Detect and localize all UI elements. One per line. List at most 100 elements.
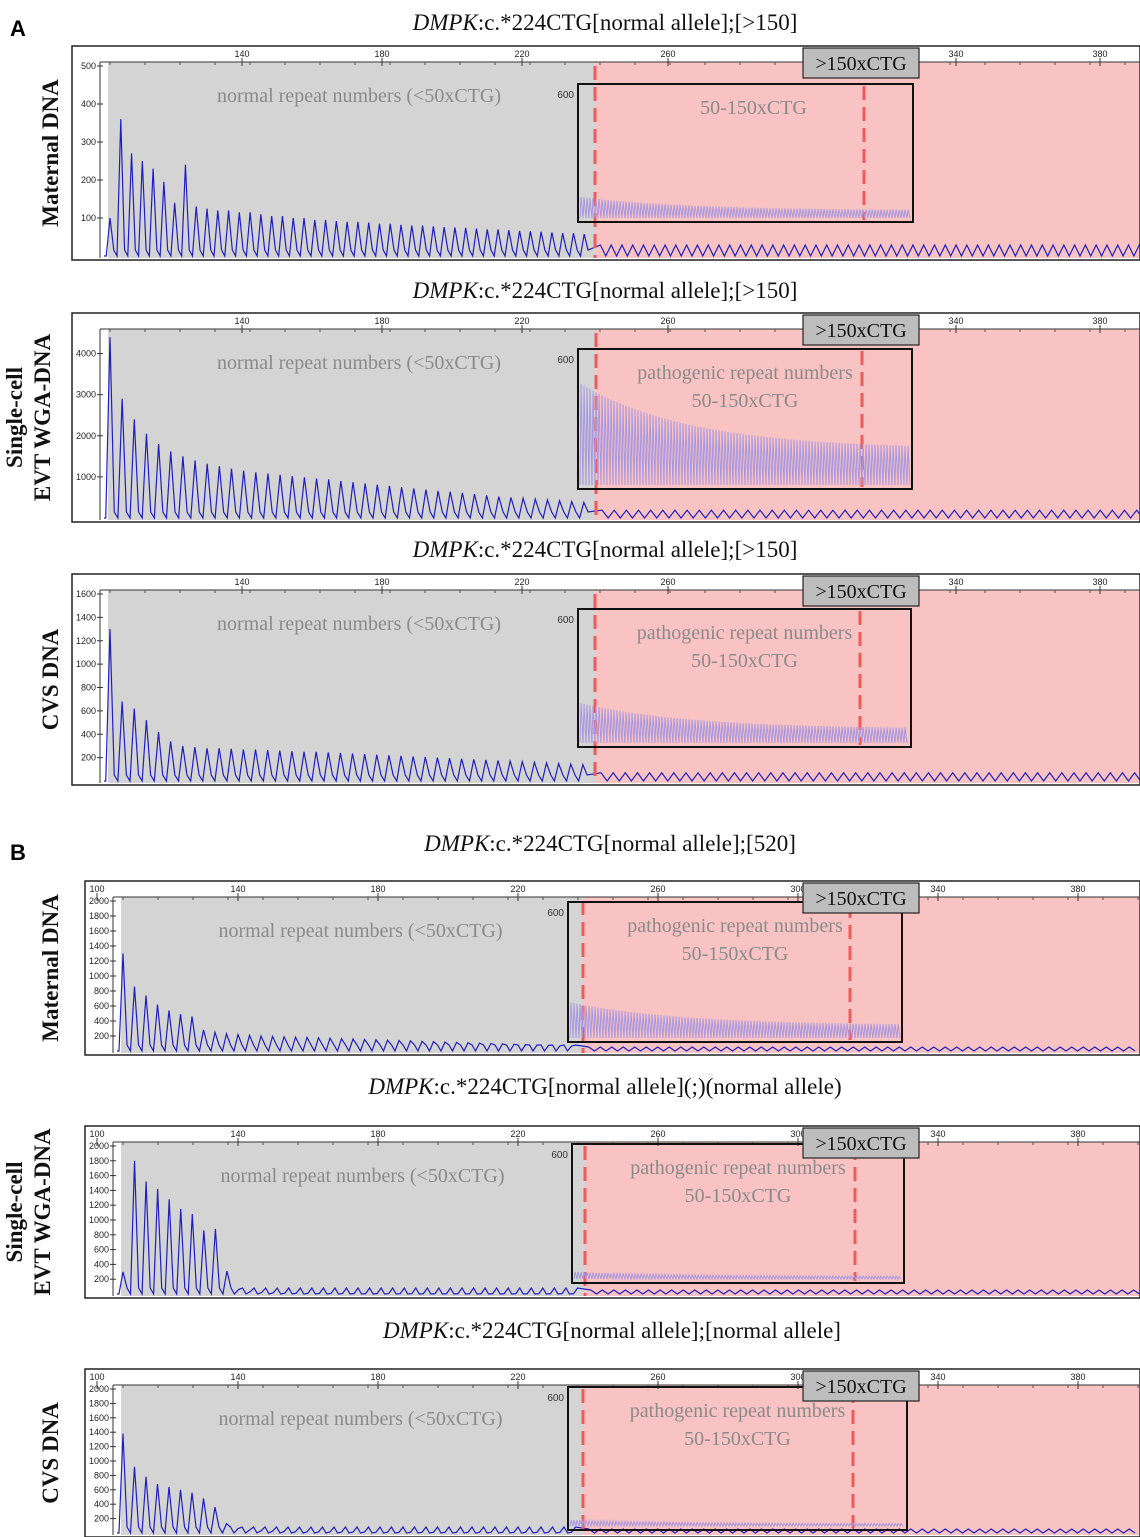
pathogenic-repeat-label-line: pathogenic repeat numbers [630,1400,846,1422]
y-tick-label: 200 [81,753,96,763]
pathogenic-repeat-label: pathogenic repeat numbers 50-150xCTG [630,1400,846,1450]
y-axis-label-line: CVS DNA [38,1402,63,1504]
pathogenic-inset-frame [571,1143,905,1284]
x-tick-label: 340 [948,577,963,587]
pathogenic-inset-frame [577,608,912,748]
x-tick-label: 140 [230,1372,245,1382]
y-tick-label: 1600 [89,1171,109,1181]
pathogenic-repeat-label: pathogenic repeat numbers 50-150xCTG [637,622,853,672]
normal-repeat-region [121,1142,585,1296]
normal-repeat-label: normal repeat numbers (<50xCTG) [219,1408,503,1430]
x-tick-label: 340 [930,1129,945,1139]
inset-repeat-trace [573,1271,902,1281]
panel-letter-a: A [10,16,26,41]
x-tick-label: 340 [930,1372,945,1382]
y-axis-label-line: CVS DNA [38,628,63,730]
variant-notation: :c.*224CTG[normal allele];[>150] [478,278,798,303]
x-tick-label: 380 [1092,577,1107,587]
x-tick-label: 380 [1092,49,1107,59]
inset-y-tick-label: 600 [551,1150,568,1161]
expansion-badge-box [802,314,920,346]
pathogenic-repeat-label: pathogenic repeat numbers 50-150xCTG [627,915,843,965]
fragment-trace [104,629,1140,783]
variant-notation: :c.*224CTG[normal allele](;)(normal alle… [434,1074,842,1099]
y-tick-label: 1600 [76,589,96,599]
y-tick-label: 400 [94,1016,109,1026]
inset-y-tick-label: 600 [557,615,574,626]
electropherogram-panels: DMPK:c.*224CTG[normal allele];[>150]Mate… [2,10,1140,1537]
x-tick-label: 300 [790,1372,805,1382]
normal-repeat-region [108,62,595,258]
expansion-badge-box [802,1370,920,1402]
y-axis-label-line: EVT WGA-DNA [30,1128,55,1296]
expansion-badge-label: >150xCTG [815,581,906,603]
y-tick-label: 1600 [89,926,109,936]
x-tick-label: 180 [370,884,385,894]
y-tick-label: 1800 [89,1398,109,1408]
panel-title: DMPK:c.*224CTG[normal allele](;)(normal … [367,1074,841,1099]
x-tick-label: 220 [514,316,529,326]
y-tick-label: 300 [81,137,96,147]
y-tick-label: 800 [81,683,96,693]
y-tick-label: 800 [94,1470,109,1480]
pathogenic-inset-frame [577,348,913,490]
y-tick-label: 500 [81,61,96,71]
x-tick-label: 380 [1070,1129,1085,1139]
electropherogram-panel: DMPK:c.*224CTG[normal allele];[>150] Sing… [2,278,1140,523]
x-tick-label: 260 [650,1129,665,1139]
expansion-badge-label: >150xCTG [815,888,906,910]
y-tick-label: 100 [81,213,96,223]
y-tick-label: 1400 [89,941,109,951]
gene-name: DMPK [367,1074,435,1099]
gene-name: DMPK [423,831,491,856]
y-tick-label: 1200 [76,636,96,646]
x-tick-label: 180 [374,316,389,326]
y-tick-label: 1800 [89,1156,109,1166]
pathogenic-repeat-label-line: pathogenic repeat numbers [637,362,853,384]
electropherogram-panel: DMPK:c.*224CTG[normal allele];[>150] CVS … [38,537,1140,786]
x-tick-label: 300 [790,884,805,894]
y-tick-label: 200 [94,1031,109,1041]
x-tick-label: 140 [230,884,245,894]
inset-y-tick-label: 600 [547,908,564,919]
normal-repeat-region [121,1385,583,1535]
pathogenic-repeat-label-line: 50-150xCTG [691,650,798,672]
y-tick-label: 1600 [89,1413,109,1423]
y-tick-label: 1000 [89,1456,109,1466]
y-axis-label-line: Single-cell [2,367,27,468]
x-tick-label: 300 [790,1129,805,1139]
y-tick-label: 800 [94,1230,109,1240]
pathogenic-repeat-region [583,1385,1139,1535]
electropherogram-panel: DMPK:c.*224CTG[normal allele];[>150] Mate… [38,10,1140,261]
y-axis-label-line: Maternal DNA [38,79,63,227]
normal-repeat-region [121,897,583,1053]
panel-title: DMPK:c.*224CTG[normal allele];[520] [423,831,796,856]
x-tick-label: 380 [1092,316,1107,326]
normal-repeat-label: normal repeat numbers (<50xCTG) [217,85,501,107]
x-tick-label: 220 [514,49,529,59]
inset-repeat-trace [579,384,911,486]
x-tick-label: 180 [370,1129,385,1139]
panel-title: DMPK:c.*224CTG[normal allele];[>150] [412,278,798,303]
expansion-badge-box [802,1127,920,1159]
pathogenic-repeat-label-line: 50-150xCTG [700,97,807,119]
x-tick-label: 340 [930,884,945,894]
electropherogram-panel: DMPK:c.*224CTG[normal allele];[normal al… [38,1318,1140,1537]
electropherogram-panel: DMPK:c.*224CTG[normal allele];[520] Mater… [38,831,1140,1056]
x-tick-label: 180 [374,577,389,587]
y-tick-label: 2000 [89,1141,109,1151]
pathogenic-inset-frame [577,83,914,223]
y-tick-label: 2000 [89,896,109,906]
panel-title: DMPK:c.*224CTG[normal allele];[>150] [412,537,798,562]
y-tick-label: 1000 [76,472,96,482]
pathogenic-repeat-region [595,62,1139,258]
y-tick-label: 1400 [76,612,96,622]
y-tick-label: 1400 [89,1185,109,1195]
x-tick-label: 100 [89,1129,104,1139]
x-tick-label: 140 [234,49,249,59]
fragment-trace [104,337,1140,521]
pathogenic-repeat-label: pathogenic repeat numbers 50-150xCTG [630,1157,846,1207]
pathogenic-repeat-label-line: 50-150xCTG [682,943,789,965]
y-axis-label: Maternal DNA [38,79,63,227]
normal-repeat-region [108,590,595,783]
